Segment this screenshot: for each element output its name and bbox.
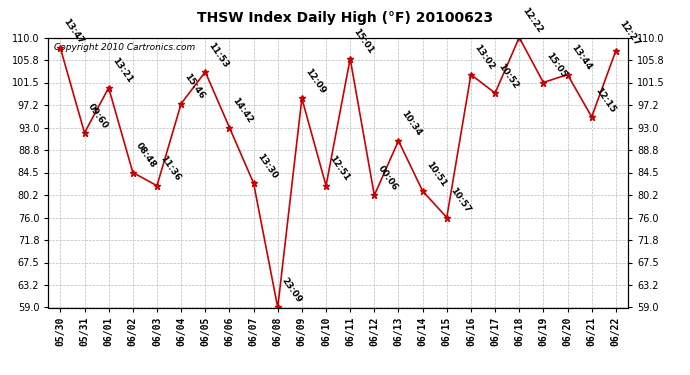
Text: 12:15: 12:15 [593,86,617,114]
Text: 13:44: 13:44 [569,43,593,72]
Text: 12:09: 12:09 [304,67,327,96]
Text: 15:05: 15:05 [545,51,569,80]
Text: 13:02: 13:02 [473,43,496,72]
Text: 10:51: 10:51 [424,160,448,188]
Text: 23:09: 23:09 [279,276,303,305]
Text: 08:48: 08:48 [135,141,158,170]
Text: 12:22: 12:22 [521,6,544,35]
Text: 13:21: 13:21 [110,56,134,85]
Text: 15:46: 15:46 [183,72,206,101]
Text: 09:60: 09:60 [86,102,110,130]
Text: 00:06: 00:06 [376,164,400,192]
Text: 11:53: 11:53 [207,40,230,69]
Text: Copyright 2010 Cartronics.com: Copyright 2010 Cartronics.com [54,43,195,52]
Text: 10:34: 10:34 [400,110,424,138]
Text: 11:36: 11:36 [159,154,182,183]
Text: 14:42: 14:42 [231,96,255,125]
Text: 10:57: 10:57 [448,186,472,215]
Text: 12:51: 12:51 [328,154,351,183]
Text: THSW Index Daily High (°F) 20100623: THSW Index Daily High (°F) 20100623 [197,11,493,25]
Text: 13:47: 13:47 [62,16,86,45]
Text: 12:27: 12:27 [618,19,641,48]
Text: 13:30: 13:30 [255,152,279,180]
Text: 15:01: 15:01 [352,27,375,56]
Text: 10:52: 10:52 [497,62,520,90]
